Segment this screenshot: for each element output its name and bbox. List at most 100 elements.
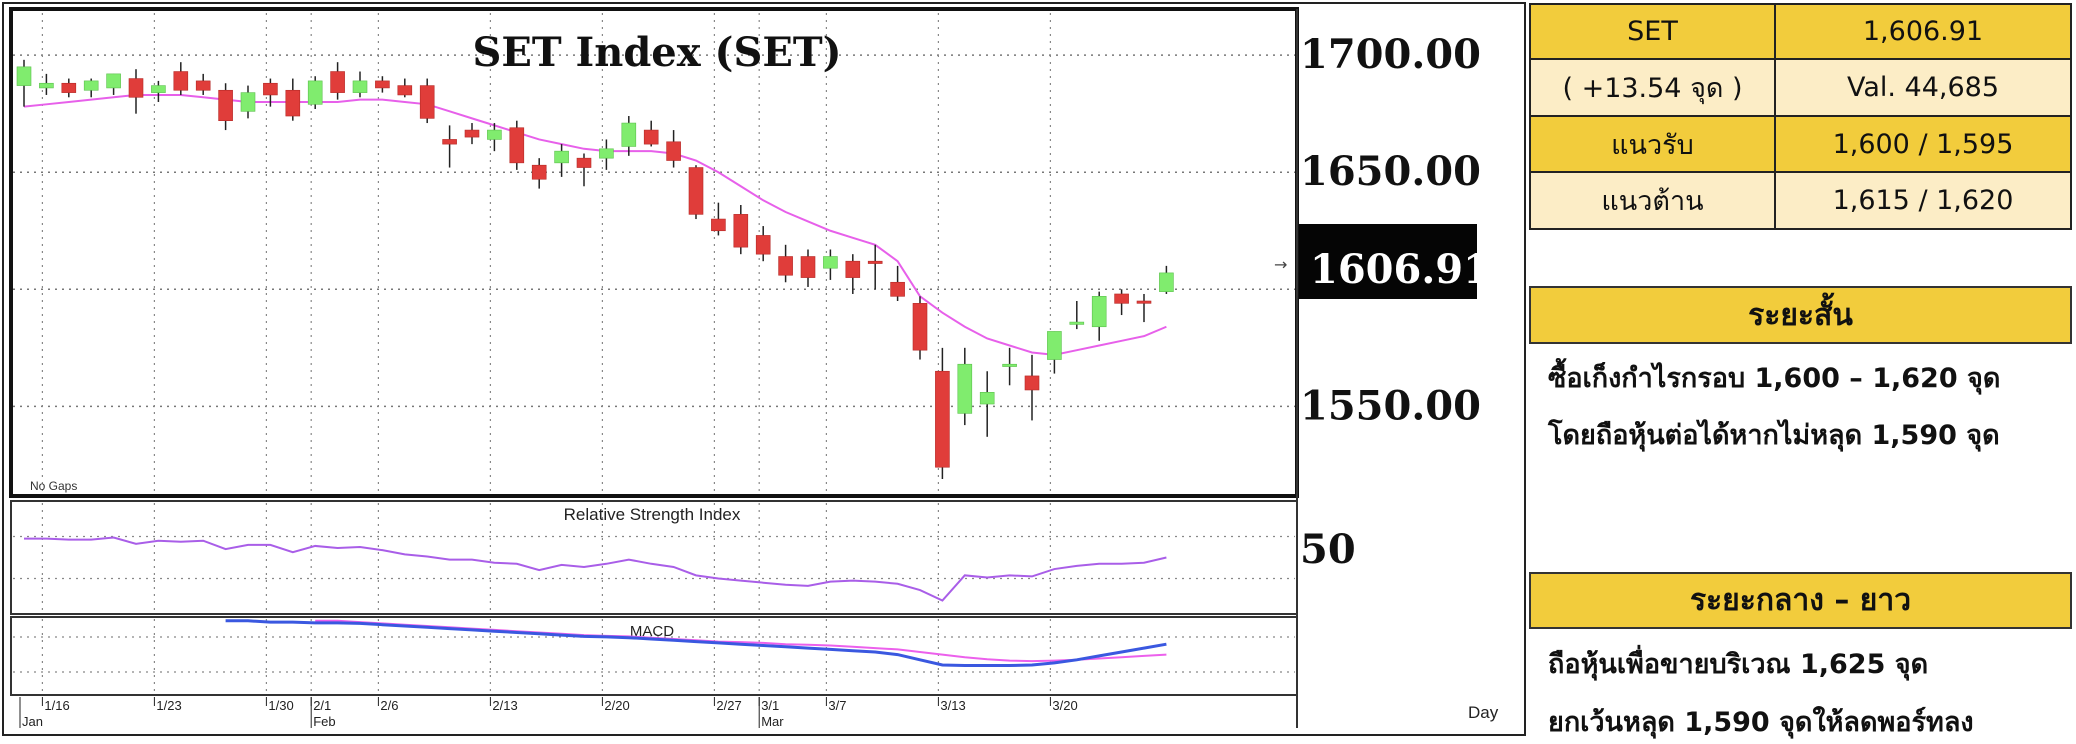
long-term-title: ระยะกลาง – ยาว [1529, 572, 2072, 629]
last-price-label: 1606.91 [1310, 246, 1491, 293]
candle-up [106, 73, 121, 89]
date-tick-label: 2/1 [313, 698, 331, 713]
candle-down [285, 89, 301, 117]
table-row-3-right: 1,615 / 1,620 [1774, 171, 2072, 230]
candle-down [733, 214, 749, 248]
candle-down [128, 78, 144, 98]
candle-down [688, 167, 704, 215]
candle-up [39, 82, 54, 89]
candle-down [755, 235, 771, 255]
candle-up [307, 80, 323, 105]
date-axis: 1/16 1/23 1/30 2/1 2/6 2/13 2/20 2/27 3/1 3/7 3/13… [19, 697, 1078, 729]
date-tick-label: 3/20 [1052, 698, 1077, 713]
candle-down [711, 218, 726, 232]
candle-up [621, 122, 637, 147]
last-price-box [1299, 224, 1477, 299]
month-label: Jan [22, 714, 43, 729]
rsi-tick-label: 50 [1300, 526, 1356, 573]
candle-up [979, 392, 995, 405]
macd-panel-frame [10, 616, 1298, 696]
long-term-line-1: ถือหุ้นเพื่อขายบริเวณ 1,625 จุด [1548, 649, 1929, 680]
macd-title: MACD [630, 623, 674, 640]
candle-down [509, 127, 525, 164]
last-price-arrow-icon: → [1274, 255, 1287, 274]
candle-up [1159, 272, 1174, 292]
period-label: Day [1468, 703, 1499, 722]
short-term-title: ระยะสั้น [1529, 286, 2072, 344]
candle-down [464, 129, 480, 138]
date-tick-label: 2/13 [492, 698, 517, 713]
candle-down [375, 80, 390, 89]
candle-up [957, 363, 973, 414]
date-tick-label: 2/6 [380, 698, 398, 713]
candle-down [890, 281, 905, 297]
candle-down [800, 256, 816, 278]
candle-down [442, 139, 457, 145]
candle-down [845, 260, 861, 278]
moving-average-line [23, 93, 1167, 356]
date-tick-label: 2/27 [716, 698, 741, 713]
candle-down [61, 82, 77, 93]
candle-up [487, 129, 502, 140]
candle-up [599, 148, 614, 159]
month-label: Feb [313, 714, 335, 729]
short-term-line-1: ซื้อเก็งกำไรกรอบ 1,600 – 1,620 จุด [1548, 363, 2001, 394]
candle-down [643, 129, 659, 145]
candle-down [867, 260, 883, 264]
table-row-1-left: ( +13.54 จุด ) [1529, 58, 1776, 117]
candle-down [576, 157, 592, 168]
price-tick-label: 1550.00 [1300, 382, 1481, 429]
candle-up [554, 150, 569, 164]
candle-up [240, 92, 256, 112]
price-axis-labels: 1700.00 1650.00 1550.00 [1300, 31, 1481, 429]
candle-up [1091, 296, 1107, 328]
month-label: Mar [761, 714, 784, 729]
candle-down [1136, 300, 1152, 304]
candle-down [1114, 293, 1129, 304]
rsi-title: Relative Strength Index [564, 505, 741, 524]
candle-up [1047, 331, 1062, 360]
macd-line [225, 619, 1167, 668]
candle-down [778, 256, 793, 276]
set-index-chart: 1700.00 1650.00 1550.00 SET Index (SET) No… [2, 2, 1526, 736]
table-row-0-right: 1,606.91 [1774, 3, 2072, 60]
date-tick-label: 2/20 [604, 698, 629, 713]
date-tick-label: 1/30 [268, 698, 293, 713]
date-tick-label: 3/13 [940, 698, 965, 713]
candle-down [912, 303, 928, 351]
candle-down [531, 164, 547, 180]
candle-up [352, 80, 368, 93]
candle-down [195, 80, 211, 91]
moving-average-layer [23, 93, 1167, 356]
candle-down [330, 71, 345, 93]
candle-down [173, 71, 189, 91]
short-term-line-2: โดยถือหุ้นต่อได้หากไม่หลุด 1,590 จุด [1548, 420, 2000, 451]
candle-down [218, 89, 233, 122]
table-row-0-left: SET [1529, 3, 1776, 60]
rsi-panel-frame [10, 500, 1298, 615]
date-tick-label: 1/16 [44, 698, 69, 713]
table-row-2-left: แนวรับ [1529, 115, 1776, 173]
candle-up [151, 85, 166, 93]
date-tick-label: 3/1 [761, 698, 779, 713]
candle-down [666, 141, 681, 161]
no-gaps-label: No Gaps [30, 479, 77, 493]
price-tick-label: 1650.00 [1300, 148, 1481, 195]
date-tick-label: 1/23 [156, 698, 181, 713]
chart-title: SET Index (SET) [472, 29, 841, 76]
table-row-3-left: แนวต้าน [1529, 171, 1776, 230]
rsi-line [24, 536, 1167, 602]
candle-down [419, 85, 435, 119]
candle-down [263, 82, 278, 96]
candle-up [1002, 363, 1017, 367]
candle-down [935, 370, 950, 468]
candle-up [1069, 321, 1085, 325]
candle-up [823, 256, 838, 269]
date-tick-label: 3/7 [828, 698, 846, 713]
candle-down [1024, 375, 1040, 391]
candle-up [83, 80, 99, 91]
candle-up [16, 66, 32, 86]
candle-down [397, 85, 413, 96]
long-term-line-2: ยกเว้นหลุด 1,590 จุดให้ลดพอร์ทลง [1548, 707, 1974, 738]
table-row-1-right: Val. 44,685 [1774, 58, 2072, 117]
